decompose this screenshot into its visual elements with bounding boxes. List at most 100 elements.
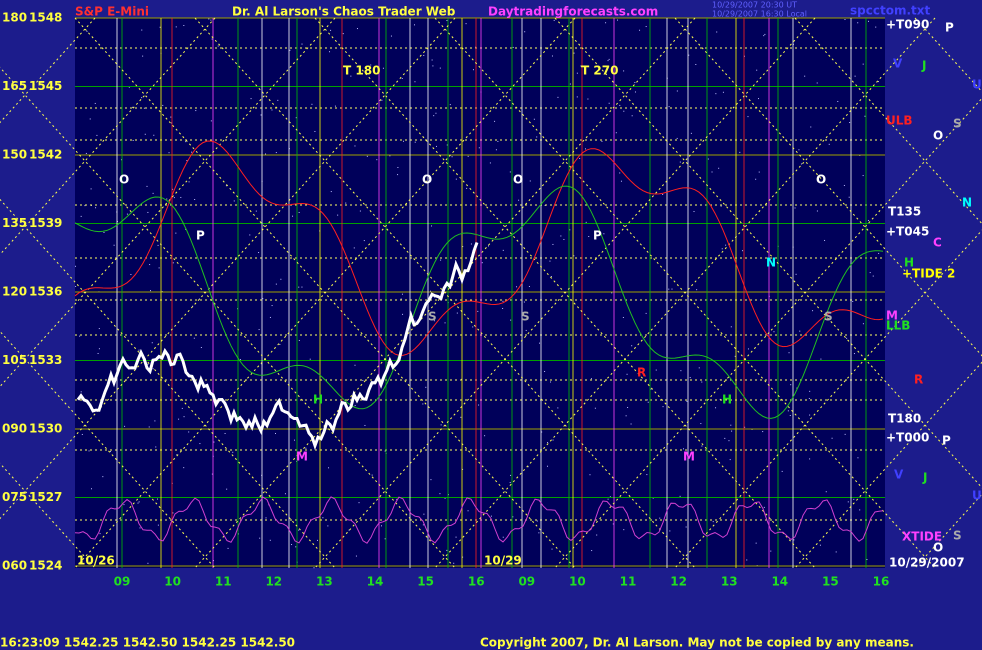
dot	[353, 247, 355, 249]
dot	[370, 64, 372, 66]
right-label: T135	[888, 205, 921, 219]
dot	[857, 22, 859, 24]
dot	[742, 250, 744, 252]
dot	[590, 378, 592, 380]
dot	[466, 187, 468, 189]
dot	[696, 289, 698, 291]
dot	[301, 286, 303, 288]
dot	[260, 114, 262, 116]
dot	[596, 534, 598, 536]
dot	[356, 28, 358, 30]
dot	[162, 104, 164, 106]
dot	[560, 235, 562, 237]
dot	[730, 326, 732, 328]
dot	[747, 348, 749, 350]
plot-label: S	[428, 310, 437, 324]
dot	[794, 207, 796, 209]
dot	[844, 19, 846, 21]
dot	[645, 26, 647, 28]
plot-label: 10/29	[484, 554, 522, 568]
dot	[676, 90, 678, 92]
dot	[97, 352, 99, 354]
dot	[787, 410, 789, 412]
dot	[849, 122, 851, 124]
dot	[804, 75, 806, 77]
dot	[451, 156, 453, 158]
dot	[271, 305, 273, 307]
dot	[139, 527, 141, 529]
dot	[758, 171, 760, 173]
dot	[862, 63, 864, 65]
dot	[78, 556, 80, 558]
dot	[668, 288, 670, 290]
dot	[686, 400, 688, 402]
dot	[233, 200, 235, 202]
dot	[354, 364, 356, 366]
dot	[580, 65, 582, 67]
y-label: 150	[2, 148, 27, 162]
dot	[671, 288, 673, 290]
dot	[449, 104, 451, 106]
dot	[255, 210, 257, 212]
dot	[557, 407, 559, 409]
dot	[631, 345, 633, 347]
dot	[166, 198, 168, 200]
dot	[175, 232, 177, 234]
dot	[788, 352, 790, 354]
plot-label: H	[722, 393, 732, 407]
dot	[239, 359, 241, 361]
dot	[502, 249, 504, 251]
right-label: V	[894, 468, 904, 482]
dot	[809, 414, 811, 416]
dot	[730, 424, 732, 426]
dot	[585, 221, 587, 223]
dot	[147, 211, 149, 213]
dot	[172, 512, 174, 514]
dot	[75, 265, 77, 267]
dot	[154, 420, 156, 422]
dot	[809, 458, 811, 460]
dot	[298, 529, 300, 531]
dot	[799, 330, 801, 332]
right-label: O	[933, 129, 943, 143]
dot	[446, 549, 448, 551]
dot	[724, 437, 726, 439]
dot	[620, 180, 622, 182]
dot	[764, 33, 766, 35]
dot	[150, 290, 152, 292]
dot	[607, 498, 609, 500]
dot	[178, 418, 180, 420]
dot	[695, 63, 697, 65]
dot	[472, 69, 474, 71]
dot	[509, 482, 511, 484]
dot	[113, 244, 115, 246]
dot	[810, 126, 812, 128]
plot-label: M	[683, 450, 695, 464]
curve-green	[74, 185, 884, 419]
dot	[269, 539, 271, 541]
dot	[75, 285, 77, 287]
dot	[366, 155, 368, 157]
site: Daytradingforecasts.com	[488, 5, 658, 19]
dot	[795, 273, 797, 275]
dot	[381, 525, 382, 527]
dot	[820, 358, 822, 360]
right-label: H	[904, 256, 914, 270]
dot	[316, 539, 318, 541]
dot	[176, 454, 178, 456]
dot	[579, 157, 581, 159]
dot	[634, 82, 636, 84]
dot	[355, 555, 357, 557]
dot	[828, 143, 830, 145]
dot	[446, 20, 448, 22]
dot	[400, 298, 402, 300]
dot	[608, 102, 610, 104]
y-label: 060	[2, 559, 27, 573]
y-label: 1530	[29, 422, 62, 436]
x-label: 13	[721, 575, 738, 589]
dot	[422, 403, 424, 405]
dot	[793, 539, 795, 541]
dot	[646, 399, 648, 401]
dot	[84, 205, 86, 207]
diag	[74, 17, 576, 569]
